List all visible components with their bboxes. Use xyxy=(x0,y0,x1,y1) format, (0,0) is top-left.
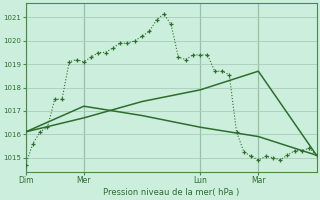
X-axis label: Pression niveau de la mer( hPa ): Pression niveau de la mer( hPa ) xyxy=(103,188,239,197)
